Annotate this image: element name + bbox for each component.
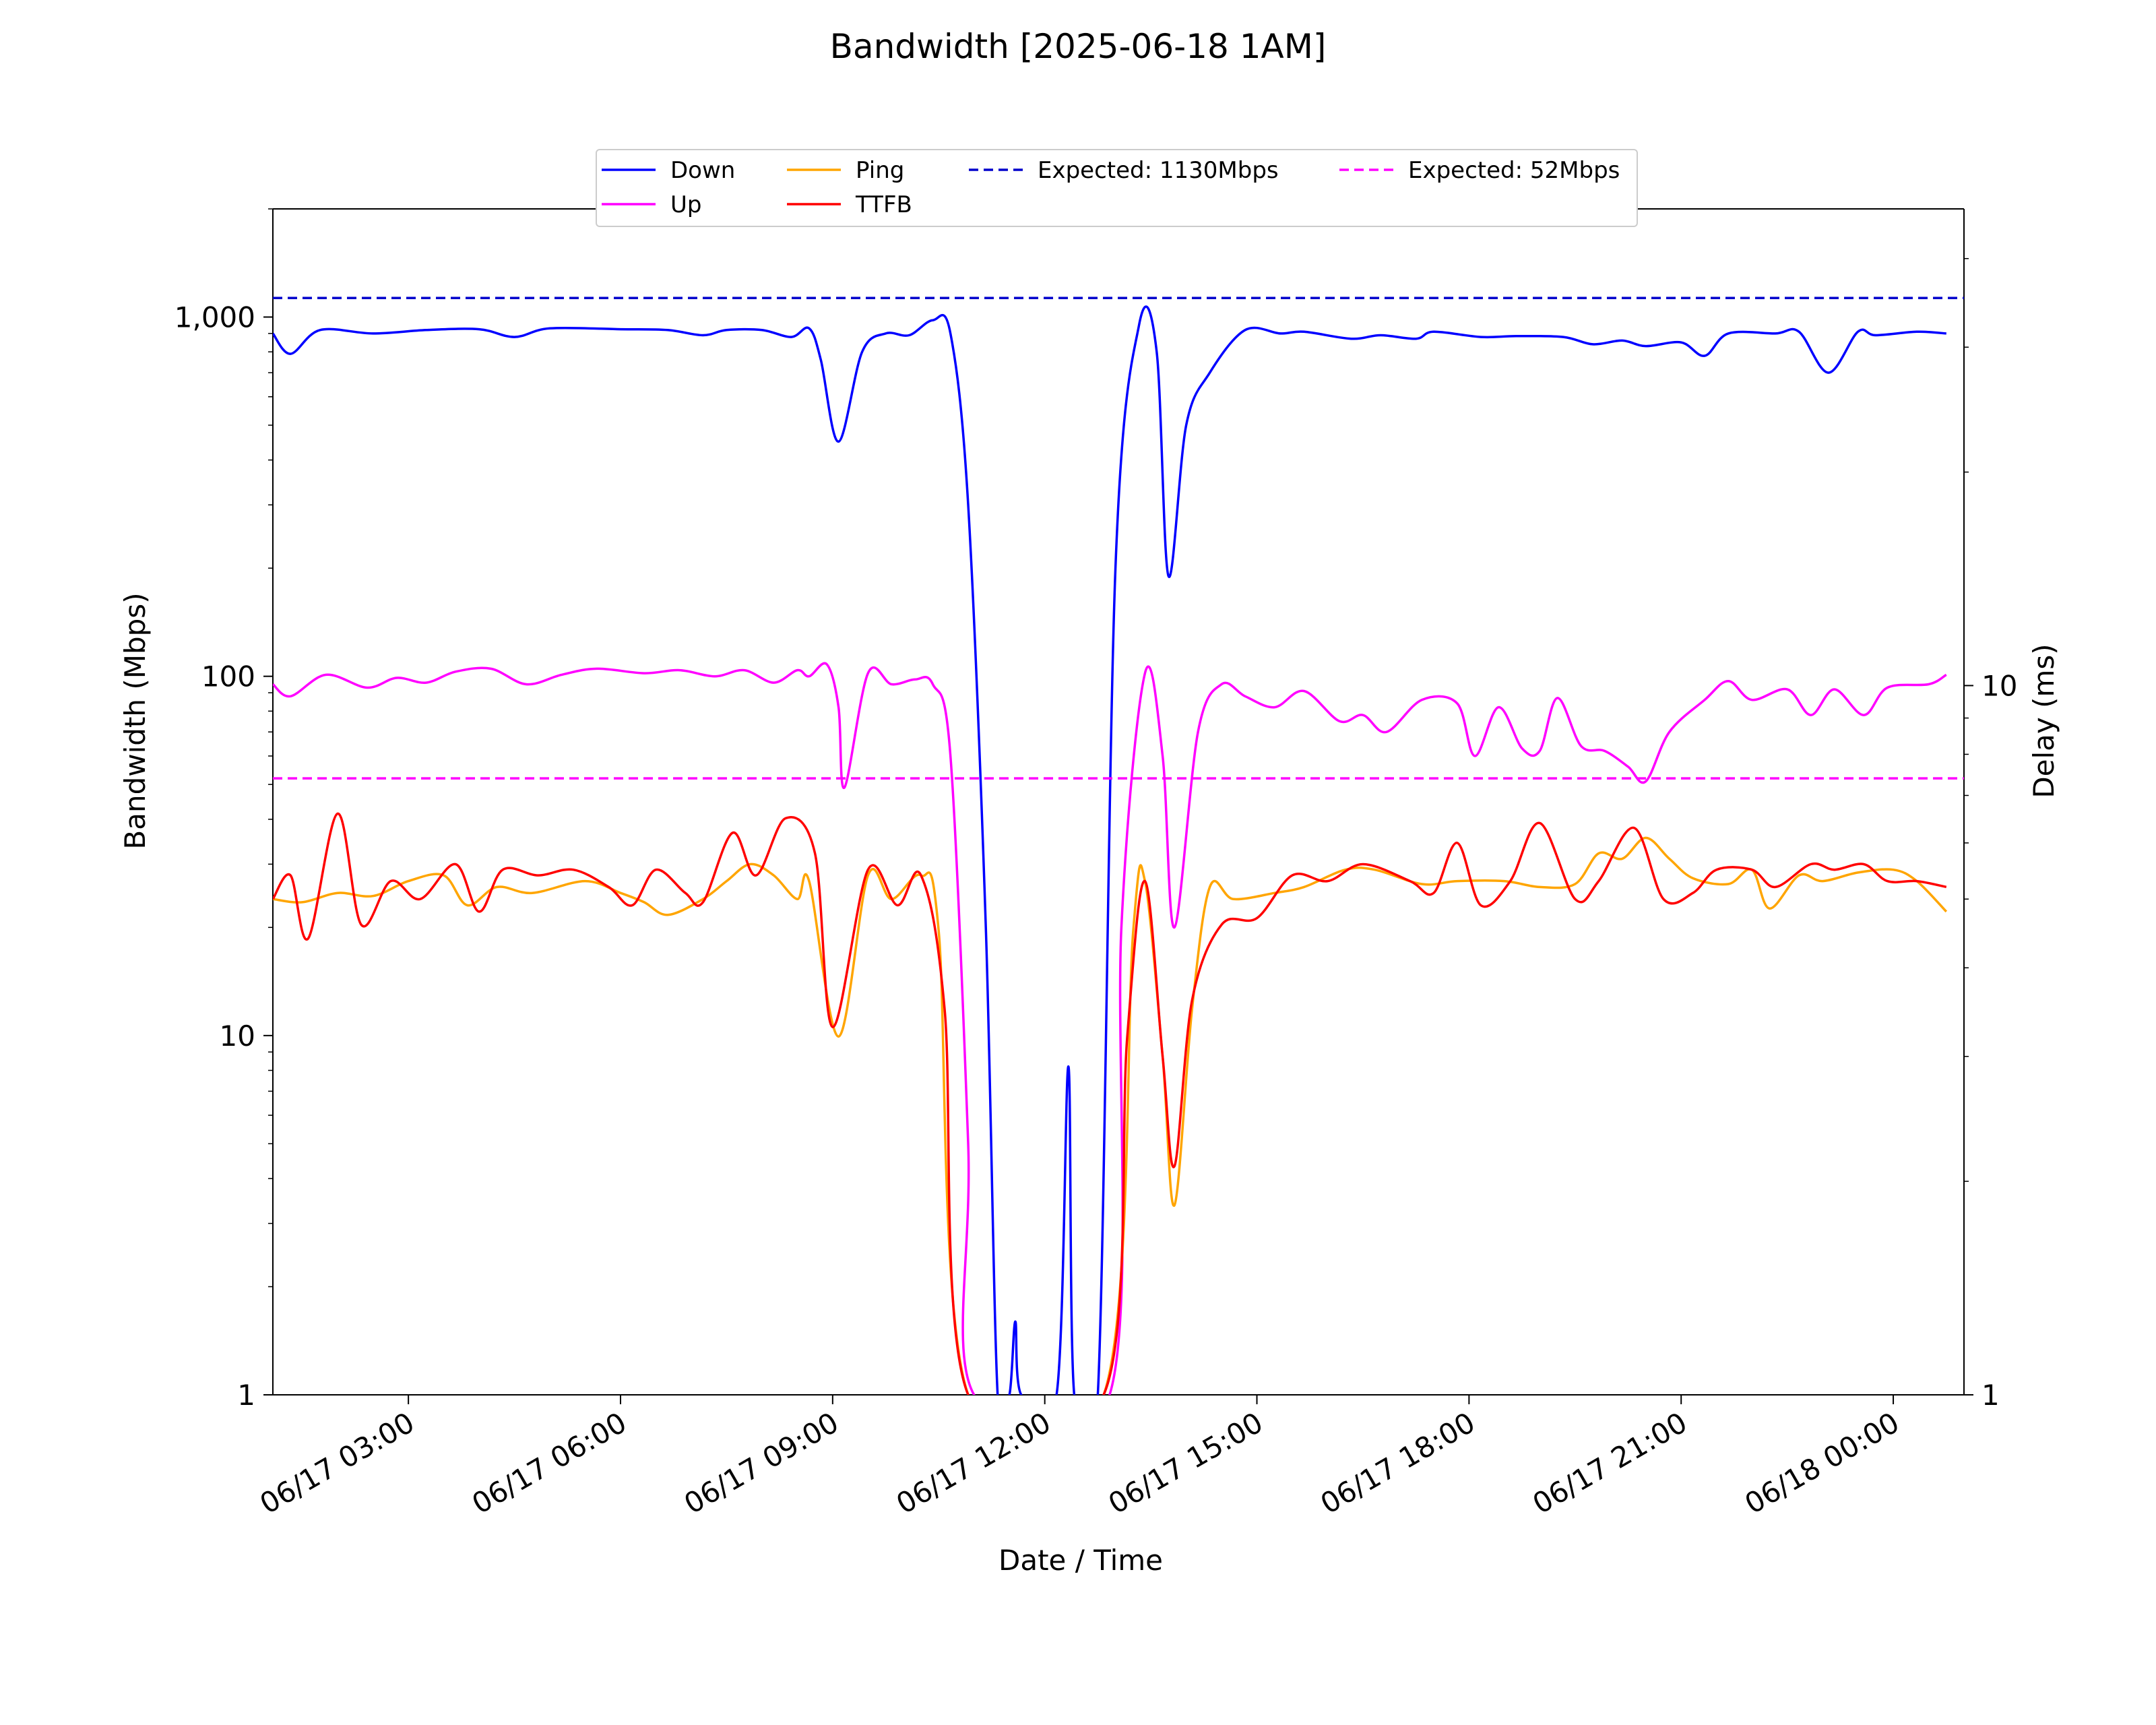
y-axis-label-left: Bandwidth (Mbps) (119, 592, 152, 849)
y-right-tick-label: 10 (1981, 669, 2017, 702)
legend-label: Down (670, 157, 735, 184)
series-line-down (273, 305, 1946, 1395)
series-line-up (273, 662, 1947, 1395)
y-tick-label: 10 (220, 1020, 255, 1053)
series-line-ping (273, 836, 1948, 1395)
legend-label: Up (670, 191, 701, 218)
legend-label: Expected: 52Mbps (1408, 157, 1620, 184)
y-tick-label: 100 (201, 660, 255, 693)
legend-item: TTFB (787, 191, 912, 218)
x-axis-label: Date / Time (998, 1544, 1163, 1577)
series-lines (273, 296, 1964, 1395)
legend-item: Ping (787, 157, 904, 184)
y-right-tick-label: 1 (1981, 1379, 2000, 1412)
chart-title: Bandwidth [2025-06-18 1AM] (830, 27, 1327, 66)
series-line-ttfb (273, 812, 1947, 1395)
legend-item: Expected: 1130Mbps (969, 157, 1279, 184)
y-tick-label: 1 (237, 1379, 255, 1412)
legend-item: Expected: 52Mbps (1339, 157, 1620, 184)
y-axis-label-right: Delay (ms) (2027, 644, 2060, 798)
y-tick-label: 1,000 (175, 301, 255, 334)
legend: Down Up Ping TTFB Expected: 1130Mbps Expected… (596, 149, 1638, 227)
legend-label: TTFB (855, 191, 912, 218)
legend-item: Down (602, 157, 735, 184)
legend-label: Ping (856, 157, 904, 184)
legend-item: Up (602, 191, 701, 218)
legend-label: Expected: 1130Mbps (1038, 157, 1279, 184)
